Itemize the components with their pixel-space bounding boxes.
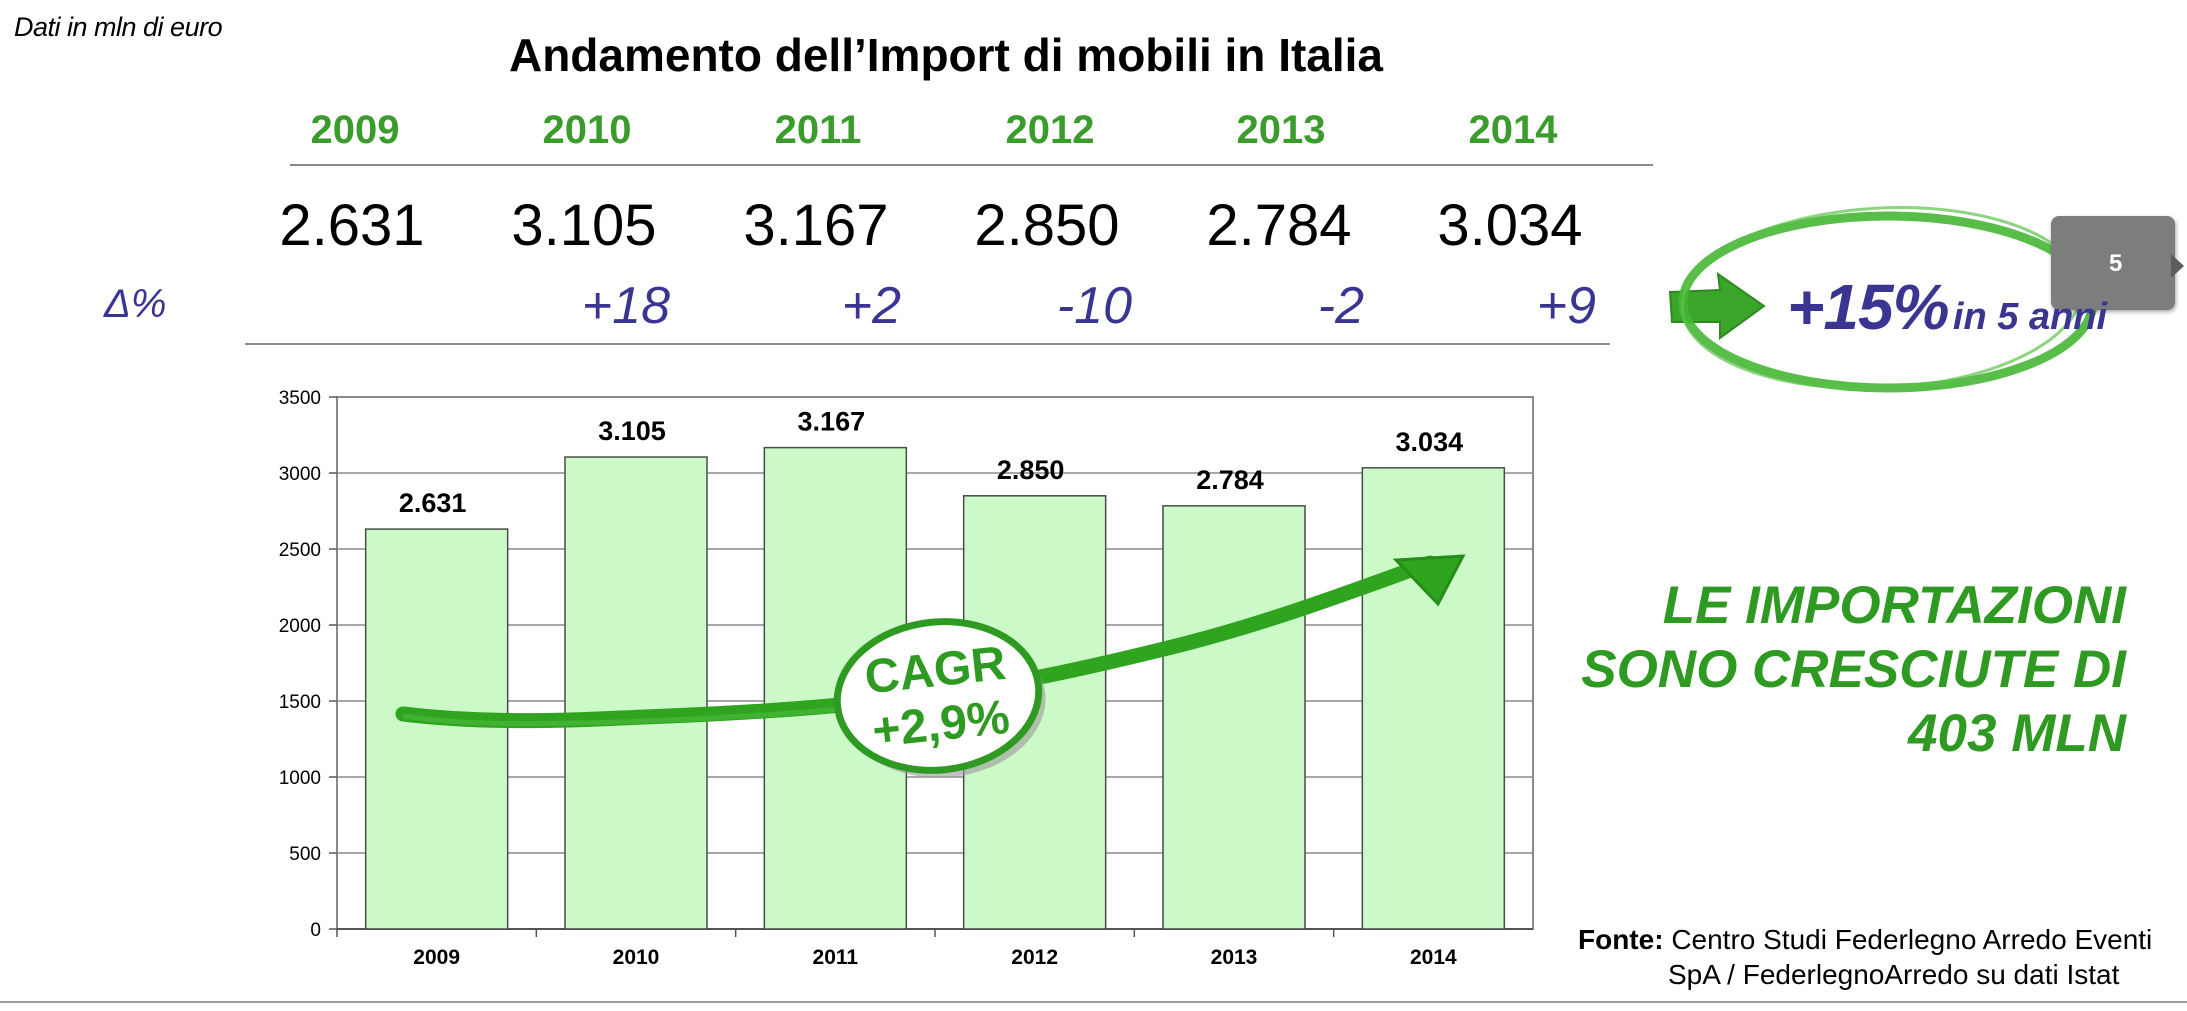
y-tick-label: 0 [310, 920, 321, 941]
delta-cell: +18 [581, 277, 670, 335]
delta-cell: +9 [1536, 277, 1596, 335]
x-tick-label: 2014 [1410, 946, 1457, 969]
year-header: 2011 [774, 108, 862, 152]
x-tick-label: 2011 [813, 946, 859, 969]
headline: LE IMPORTAZIONI SONO CRESCIUTE DI 403 ML… [1540, 574, 2126, 766]
bar-value-label: 2.784 [1196, 465, 1264, 495]
footer-divider [0, 1001, 2187, 1003]
page-number: 5 [2109, 250, 2123, 277]
table-divider-top [290, 164, 1653, 166]
year-header: 2014 [1468, 108, 1558, 152]
source-line-2: SpA / FederlegnoArredo su dati Istat [1668, 959, 2120, 990]
y-tick-label: 1000 [279, 768, 321, 789]
y-tick-label: 1500 [279, 692, 321, 713]
table-divider-bottom [245, 343, 1610, 345]
value-cell: 3.167 [743, 193, 889, 258]
value-cell: 2.631 [279, 193, 425, 258]
value-cell: 2.850 [974, 193, 1120, 258]
value-cell: 3.034 [1437, 193, 1583, 258]
year-header: 2010 [542, 108, 632, 152]
delta-label: Δ% [104, 282, 167, 326]
bar-value-label: 3.105 [598, 416, 666, 446]
x-tick-label: 2013 [1211, 946, 1258, 969]
year-header: 2009 [310, 108, 400, 152]
page-tab-pointer-icon [2171, 254, 2184, 278]
year-header: 2013 [1236, 108, 1326, 152]
bar-value-label: 2.850 [997, 455, 1065, 485]
growth-summary: +15% in 5 anni [1787, 270, 2107, 344]
page-title: Andamento dell’Import di mobili in Itali… [508, 29, 1384, 81]
value-cell: 3.105 [511, 193, 657, 258]
delta-cell: -2 [1317, 277, 1364, 335]
headline-line: SONO CRESCIUTE DI [1581, 640, 2126, 699]
headline-line: LE IMPORTAZIONI [1662, 576, 2126, 635]
unit-note: Dati in mln di euro [14, 12, 223, 42]
growth-period: in 5 anni [1952, 296, 2108, 338]
y-tick-label: 2000 [279, 616, 321, 637]
x-tick-label: 2010 [613, 946, 660, 969]
delta-cell: +2 [841, 277, 901, 335]
bar [1162, 505, 1306, 930]
source-label: Fonte: [1578, 924, 1664, 955]
page-number-tab[interactable]: 5 [2051, 216, 2175, 310]
bar [364, 528, 509, 930]
bar-value-label: 2.631 [399, 488, 467, 518]
y-tick-label: 3500 [279, 388, 321, 409]
delta-cell: -10 [1056, 277, 1132, 335]
x-tick-label: 2009 [413, 946, 460, 969]
growth-value: +15% [1787, 271, 1949, 343]
chart-labels: 2.631 3.105 3.167 2.850 2.784 3.034 [399, 407, 1463, 518]
y-tick-label: 2500 [279, 540, 321, 561]
x-tick-label: 2012 [1011, 946, 1058, 969]
source-line-1: Centro Studi Federlegno Arredo Eventi [1671, 924, 2153, 955]
headline-line: 403 MLN [1908, 704, 2126, 763]
bar [1361, 467, 1506, 930]
bar [564, 456, 708, 930]
year-header: 2012 [1005, 108, 1095, 152]
bar-value-label: 3.167 [798, 407, 866, 437]
y-tick-label: 500 [289, 844, 321, 865]
value-cell: 2.784 [1206, 193, 1352, 258]
bar-value-label: 3.034 [1396, 427, 1464, 457]
source-note: Fonte: Centro Studi Federlegno Arredo Ev… [1578, 922, 2178, 992]
chart-axis: 0 500 1000 1500 2000 2500 3000 3500 2009 2010 2011… [279, 388, 1533, 969]
y-tick-label: 3000 [279, 464, 321, 485]
cagr-badge: CAGR +2,9% [833, 618, 1046, 778]
